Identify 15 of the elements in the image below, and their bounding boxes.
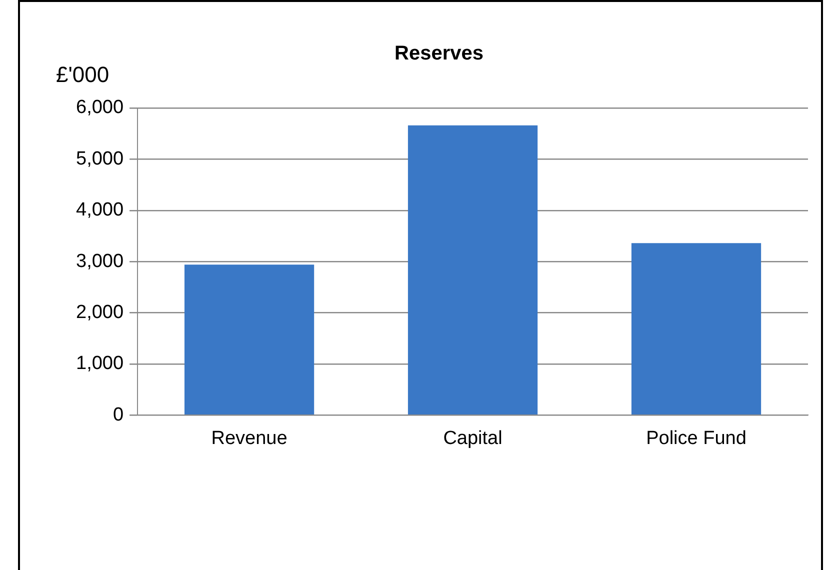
x-tick-label: Revenue	[211, 428, 288, 449]
y-tick-label: 6,000	[76, 97, 124, 118]
x-tick-label: Capital	[443, 428, 502, 449]
y-tick-label: 0	[112, 404, 124, 426]
bar	[408, 125, 538, 415]
y-axis-title: £'000	[56, 62, 110, 88]
y-tick-label: 4,000	[76, 200, 124, 221]
y-tick-label: 1,000	[76, 353, 124, 374]
y-tick-label: 5,000	[76, 148, 124, 170]
x-tick-label: Police Fund	[646, 428, 746, 449]
bar	[631, 243, 762, 415]
y-tick-label: 2,000	[76, 302, 124, 324]
chart-title: Reserves	[394, 42, 484, 65]
bar	[184, 264, 314, 415]
y-tick-label: 3,000	[76, 250, 124, 272]
